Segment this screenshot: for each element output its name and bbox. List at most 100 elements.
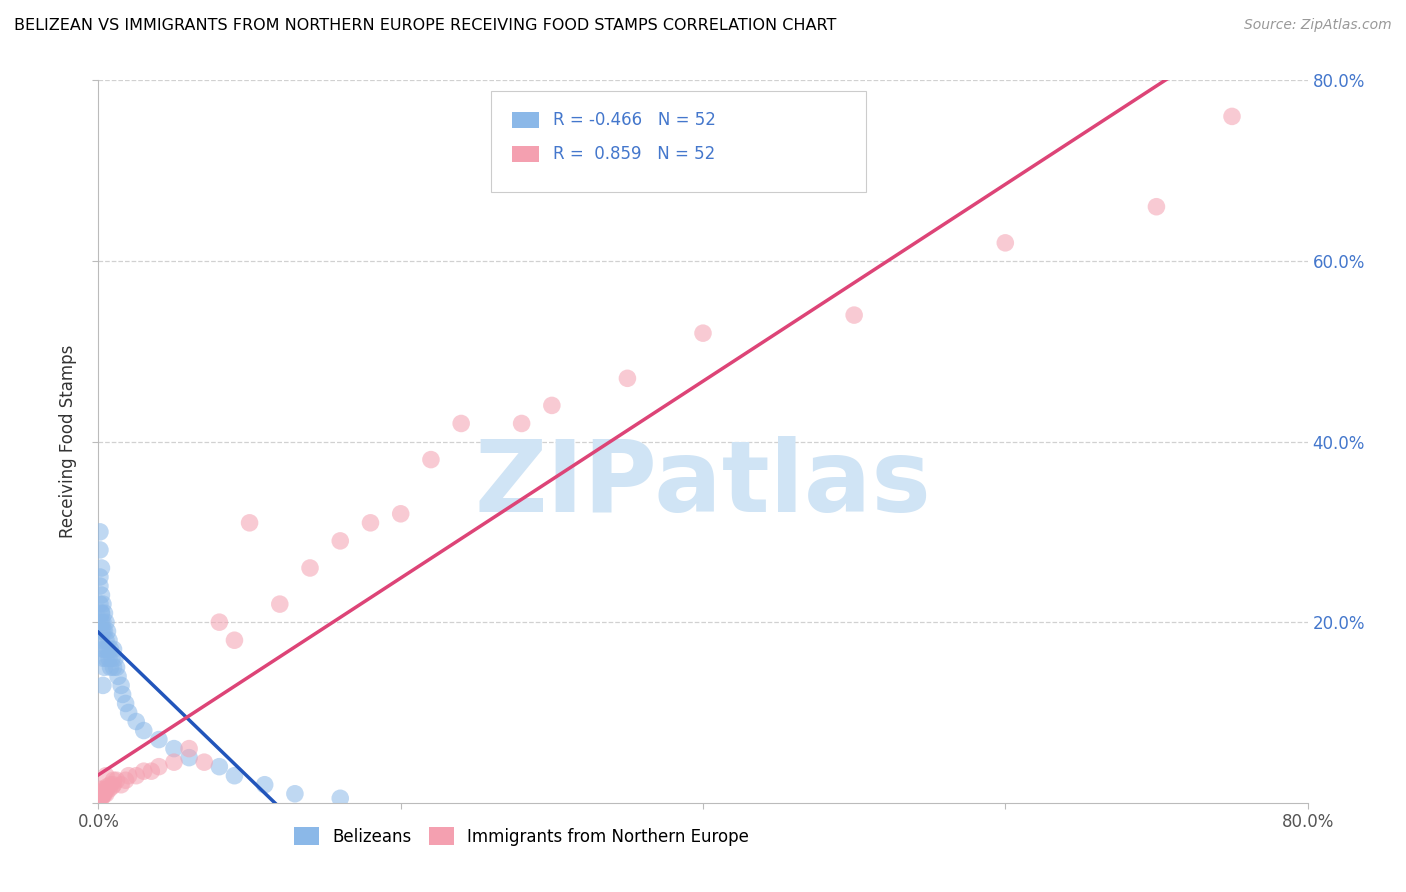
Point	[141, 764, 163, 779]
Point	[450, 417, 472, 431]
Point	[91, 624, 114, 639]
Point	[110, 678, 132, 692]
Point	[89, 791, 111, 805]
Point	[91, 651, 114, 665]
Point	[104, 651, 127, 665]
Point	[299, 561, 322, 575]
Point	[510, 417, 533, 431]
Point	[105, 660, 128, 674]
Point	[94, 633, 117, 648]
Text: ZIPatlas: ZIPatlas	[475, 436, 931, 533]
Point	[389, 507, 412, 521]
Text: BELIZEAN VS IMMIGRANTS FROM NORTHERN EUROPE RECEIVING FOOD STAMPS CORRELATION CH: BELIZEAN VS IMMIGRANTS FROM NORTHERN EUR…	[14, 18, 837, 33]
Point	[118, 706, 141, 720]
Point	[98, 633, 121, 648]
Point	[114, 773, 136, 788]
Point	[125, 769, 148, 783]
Point	[90, 791, 112, 805]
Point	[89, 579, 111, 593]
Point	[103, 773, 125, 788]
Point	[101, 651, 124, 665]
Point	[994, 235, 1017, 250]
Point	[329, 533, 352, 548]
FancyBboxPatch shape	[512, 112, 538, 128]
Point	[96, 624, 118, 639]
Point	[89, 524, 111, 539]
Point	[103, 778, 125, 792]
Point	[91, 642, 114, 657]
Point	[284, 787, 307, 801]
Point	[114, 697, 136, 711]
Point	[90, 561, 112, 575]
Point	[96, 780, 118, 794]
Text: R =  0.859   N = 52: R = 0.859 N = 52	[553, 145, 716, 163]
Point	[93, 785, 115, 799]
Point	[616, 371, 638, 385]
Point	[208, 615, 231, 630]
Point	[148, 760, 170, 774]
Point	[1220, 109, 1243, 123]
Point	[94, 615, 117, 630]
Point	[360, 516, 382, 530]
Point	[91, 782, 114, 797]
Point	[105, 773, 128, 788]
Point	[193, 755, 215, 769]
Point	[93, 642, 115, 657]
Point	[90, 633, 112, 648]
Point	[111, 687, 134, 701]
Point	[101, 780, 124, 794]
Point	[91, 787, 114, 801]
Point	[208, 760, 231, 774]
Point	[100, 642, 122, 657]
Point	[103, 642, 125, 657]
Text: R = -0.466   N = 52: R = -0.466 N = 52	[553, 111, 716, 129]
Point	[103, 660, 125, 674]
Point	[93, 606, 115, 620]
FancyBboxPatch shape	[512, 146, 538, 162]
Point	[90, 785, 112, 799]
Point	[163, 755, 186, 769]
Point	[269, 597, 291, 611]
Point	[1144, 200, 1167, 214]
Point	[96, 642, 118, 657]
Point	[224, 769, 246, 783]
Point	[118, 769, 141, 783]
Point	[91, 678, 114, 692]
Point	[90, 789, 112, 803]
Point	[94, 787, 117, 801]
Point	[253, 778, 276, 792]
Point	[94, 769, 117, 783]
Point	[98, 782, 121, 797]
Point	[329, 791, 352, 805]
Point	[132, 723, 155, 738]
FancyBboxPatch shape	[492, 91, 866, 193]
Point	[179, 741, 201, 756]
Point	[90, 606, 112, 620]
Point	[163, 741, 186, 756]
Point	[94, 782, 117, 797]
Point	[224, 633, 246, 648]
Point	[239, 516, 262, 530]
Point	[89, 597, 111, 611]
Point	[110, 778, 132, 792]
Point	[90, 606, 112, 620]
Point	[89, 789, 111, 803]
Point	[90, 588, 112, 602]
Y-axis label: Receiving Food Stamps: Receiving Food Stamps	[59, 345, 77, 538]
Point	[90, 789, 112, 803]
Point	[100, 778, 122, 792]
Point	[89, 615, 111, 630]
Point	[100, 660, 122, 674]
Point	[148, 732, 170, 747]
Point	[540, 398, 562, 412]
Point	[90, 615, 112, 630]
Point	[90, 624, 112, 639]
Point	[107, 669, 129, 683]
Point	[89, 787, 111, 801]
Point	[98, 651, 121, 665]
Point	[90, 787, 112, 801]
Point	[132, 764, 155, 779]
Text: Source: ZipAtlas.com: Source: ZipAtlas.com	[1244, 18, 1392, 32]
Legend: Belizeans, Immigrants from Northern Europe: Belizeans, Immigrants from Northern Euro…	[288, 821, 755, 852]
Point	[89, 570, 111, 584]
